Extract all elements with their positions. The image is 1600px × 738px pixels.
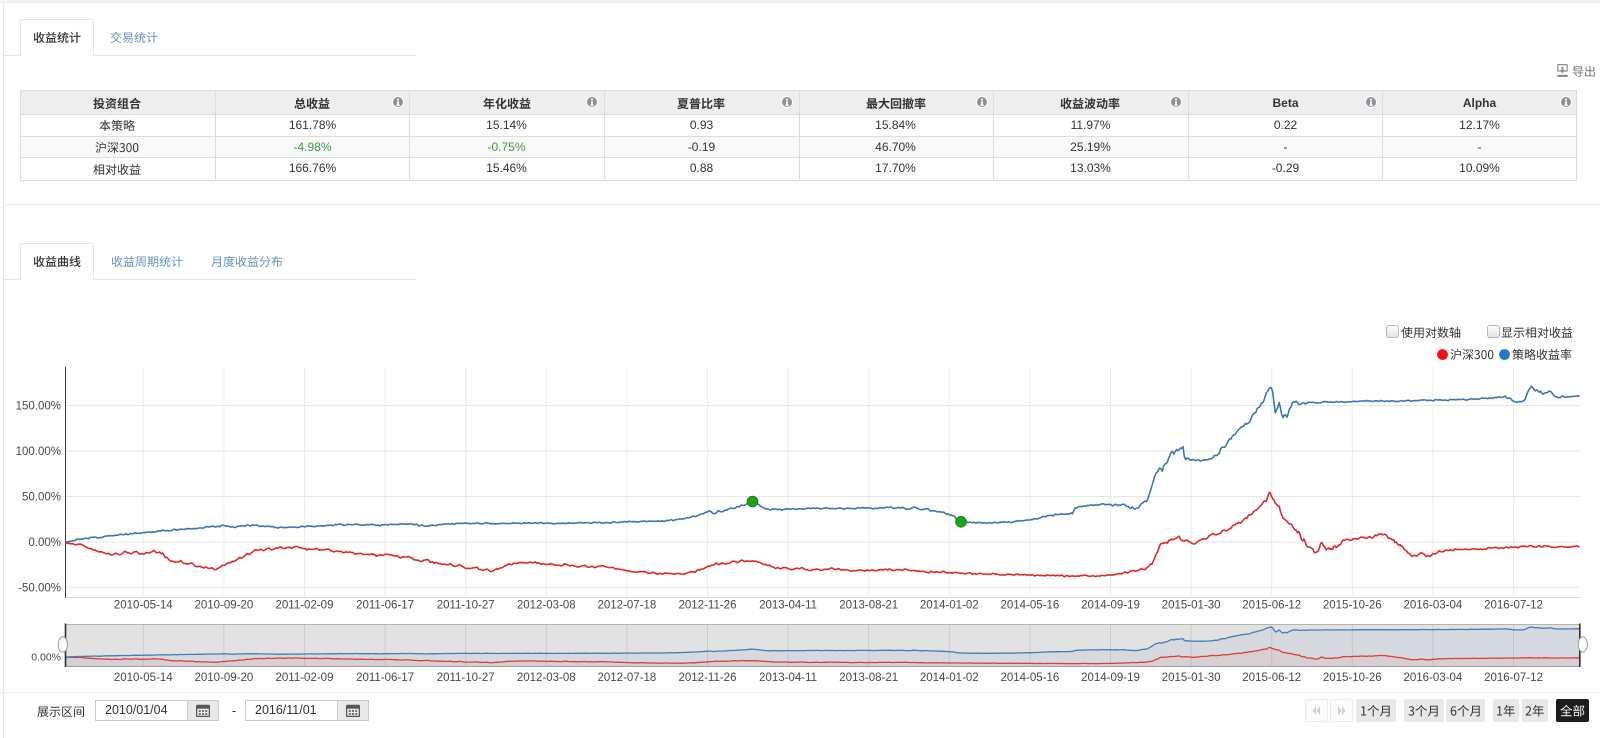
svg-text:2012-07-18: 2012-07-18 bbox=[597, 600, 656, 612]
svg-text:2015-06-12: 2015-06-12 bbox=[1242, 600, 1301, 612]
svg-text:2013-08-21: 2013-08-21 bbox=[839, 672, 898, 684]
svg-text:2010-09-20: 2010-09-20 bbox=[194, 600, 253, 612]
svg-text:2016-07-12: 2016-07-12 bbox=[1484, 672, 1543, 684]
svg-text:2011-02-09: 2011-02-09 bbox=[276, 600, 334, 612]
svg-text:2011-06-17: 2011-06-17 bbox=[356, 672, 414, 684]
svg-text:2011-10-27: 2011-10-27 bbox=[437, 600, 495, 612]
svg-text:2013-04-11: 2013-04-11 bbox=[759, 672, 817, 684]
svg-text:2012-07-18: 2012-07-18 bbox=[597, 672, 656, 684]
svg-text:2015-01-30: 2015-01-30 bbox=[1162, 672, 1221, 684]
svg-text:2016-07-12: 2016-07-12 bbox=[1484, 600, 1543, 612]
svg-text:150.00%: 150.00% bbox=[16, 400, 61, 412]
svg-text:100.00%: 100.00% bbox=[16, 446, 61, 458]
svg-text:0.00%: 0.00% bbox=[31, 652, 61, 664]
svg-text:0.00%: 0.00% bbox=[28, 537, 61, 549]
svg-text:2014-01-02: 2014-01-02 bbox=[920, 672, 979, 684]
svg-text:2011-10-27: 2011-10-27 bbox=[437, 672, 495, 684]
svg-text:2014-09-19: 2014-09-19 bbox=[1081, 672, 1140, 684]
svg-text:2012-11-26: 2012-11-26 bbox=[679, 672, 737, 684]
svg-text:2015-01-30: 2015-01-30 bbox=[1162, 600, 1221, 612]
svg-text:2011-02-09: 2011-02-09 bbox=[276, 672, 334, 684]
svg-text:2013-04-11: 2013-04-11 bbox=[759, 600, 817, 612]
svg-text:2011-06-17: 2011-06-17 bbox=[356, 600, 414, 612]
svg-text:2014-05-16: 2014-05-16 bbox=[1000, 600, 1059, 612]
svg-text:2015-10-26: 2015-10-26 bbox=[1323, 672, 1382, 684]
svg-text:2016-03-04: 2016-03-04 bbox=[1403, 600, 1462, 612]
svg-text:2015-06-12: 2015-06-12 bbox=[1242, 672, 1301, 684]
svg-text:2014-05-16: 2014-05-16 bbox=[1000, 672, 1059, 684]
svg-text:2014-09-19: 2014-09-19 bbox=[1081, 600, 1140, 612]
svg-text:2015-10-26: 2015-10-26 bbox=[1323, 600, 1382, 612]
svg-text:2016-03-04: 2016-03-04 bbox=[1403, 672, 1462, 684]
svg-text:2010-09-20: 2010-09-20 bbox=[194, 672, 253, 684]
svg-text:2010-05-14: 2010-05-14 bbox=[114, 672, 173, 684]
svg-text:2012-11-26: 2012-11-26 bbox=[679, 600, 737, 612]
svg-text:2013-08-21: 2013-08-21 bbox=[839, 600, 898, 612]
svg-text:2012-03-08: 2012-03-08 bbox=[517, 672, 576, 684]
svg-text:-50.00%: -50.00% bbox=[18, 582, 61, 594]
svg-text:2012-03-08: 2012-03-08 bbox=[517, 600, 576, 612]
svg-text:50.00%: 50.00% bbox=[22, 491, 61, 503]
svg-text:2010-05-14: 2010-05-14 bbox=[114, 600, 173, 612]
svg-text:2014-01-02: 2014-01-02 bbox=[920, 600, 979, 612]
